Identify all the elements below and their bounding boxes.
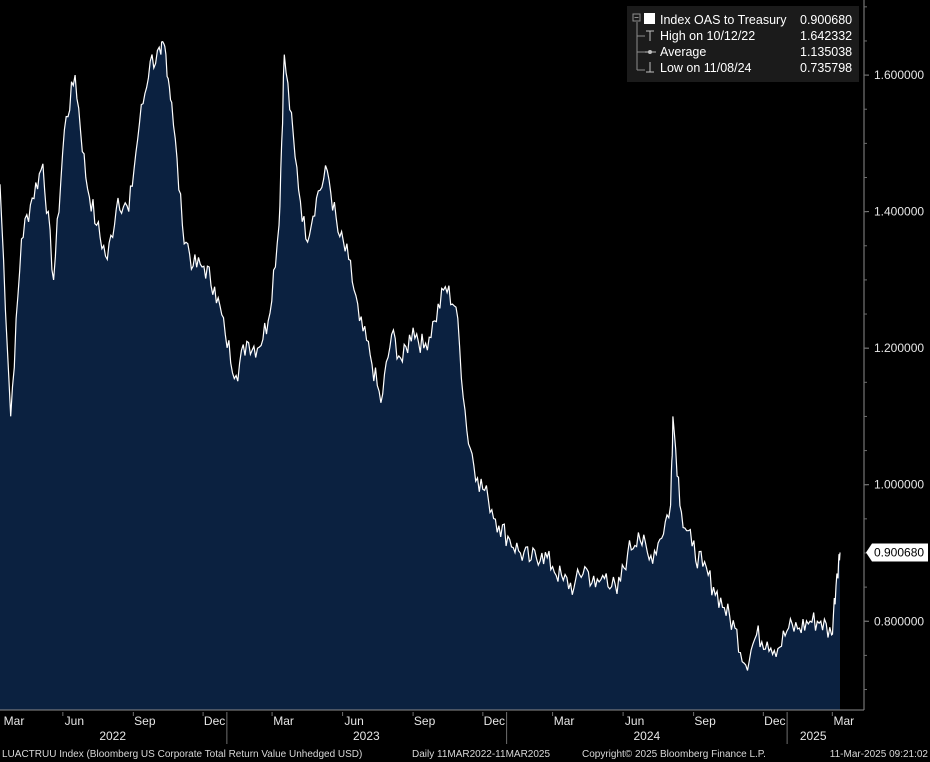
x-tick-label: Dec [484,714,505,728]
x-tick-label: Sep [414,714,436,728]
legend-average-label: Average [660,45,706,59]
x-axis-ticks: Mar Jun Sep Dec Mar Jun Sep Dec Mar Jun Sep Dec Mar 2… [4,712,854,744]
x-year-label: 2022 [99,729,126,743]
legend-series-label: Index OAS to Treasury [660,13,787,27]
x-tick-label: Sep [134,714,156,728]
y-tick-label: 1.000000 [874,478,924,492]
y-tick-label: 1.400000 [874,205,924,219]
footer-copyright: Copyright© 2025 Bloomberg Finance L.P. [582,749,766,760]
legend: Index OAS to Treasury 0.900680 High on 1… [627,6,859,82]
legend-collapse-icon[interactable] [632,13,641,22]
x-tick-label: Dec [204,714,225,728]
last-value-text: 0.900680 [874,546,924,560]
x-tick-label: Jun [344,714,363,728]
x-tick-label: Jun [625,714,644,728]
legend-series-value: 0.900680 [800,13,852,27]
last-value-tag: 0.900680 [866,543,928,562]
x-year-label: 2023 [353,729,380,743]
average-marker-icon [645,50,656,54]
series-swatch-icon [644,13,655,24]
x-tick-label: Mar [4,714,25,728]
x-tick-label: Mar [833,714,854,728]
legend-average-value: 1.135038 [800,45,852,59]
high-marker-icon [646,30,654,41]
x-year-label: 2024 [634,729,661,743]
legend-high-value: 1.642332 [800,29,852,43]
last-value-tag-shape [866,543,928,562]
footer-period: Daily 11MAR2022-11MAR2025 [412,749,550,760]
x-tick-label: Dec [764,714,785,728]
y-tick-label: 1.600000 [874,68,924,82]
x-tick-label: Mar [273,714,294,728]
x-tick-label: Sep [694,714,716,728]
series-line [0,41,841,671]
plot-area [0,41,841,710]
series-area [0,41,840,710]
legend-low-label: Low on 11/08/24 [660,61,752,75]
legend-high-label: High on 10/12/22 [660,29,755,43]
x-tick-label: Jun [65,714,84,728]
x-year-label: 2025 [800,729,827,743]
y-tick-label: 1.200000 [874,341,924,355]
y-axis-ticks: 0.800000 1.000000 1.200000 1.400000 1.600000 [864,6,924,691]
footer-security: LUACTRUU Index (Bloomberg US Corporate T… [2,749,362,760]
legend-background [627,6,859,82]
footer-timestamp: 11-Mar-2025 09:21:02 [830,749,929,760]
x-tick-label: Mar [554,714,575,728]
low-marker-icon [646,62,654,73]
y-tick-label: 0.800000 [874,614,924,628]
legend-low-value: 0.735798 [800,61,852,75]
footer: LUACTRUU Index (Bloomberg US Corporate T… [2,749,928,760]
